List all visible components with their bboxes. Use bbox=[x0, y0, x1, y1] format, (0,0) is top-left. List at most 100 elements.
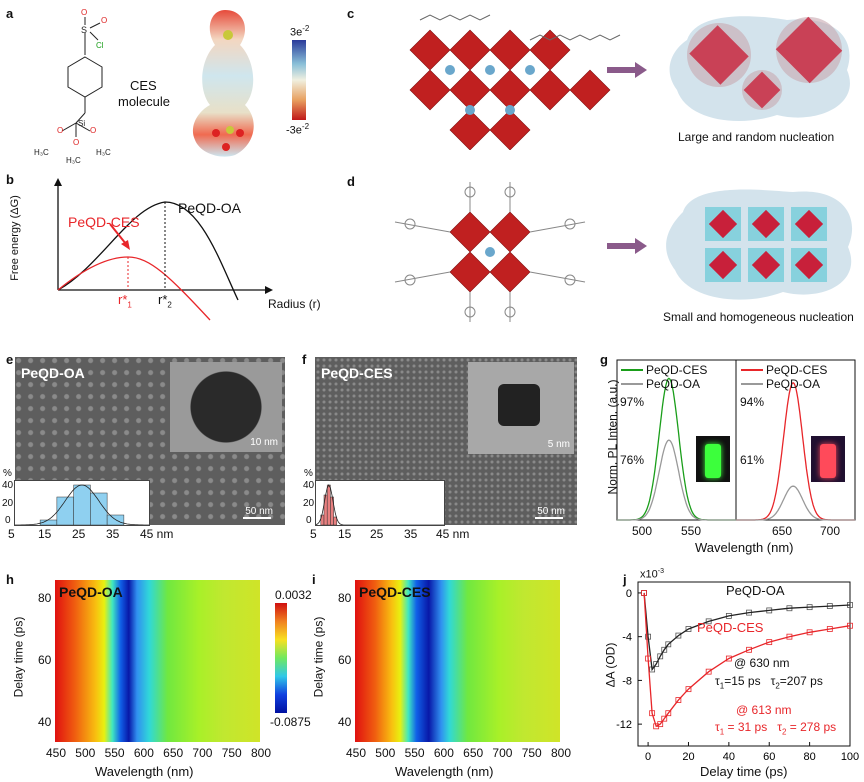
atom-o3: O bbox=[57, 126, 63, 135]
panel-label: e bbox=[6, 352, 14, 367]
atom-o4: O bbox=[73, 138, 79, 147]
group-ch3-2: H₃C bbox=[66, 156, 81, 165]
hist-ytick: 40 bbox=[2, 480, 14, 491]
xtick-label: 20 bbox=[682, 751, 694, 763]
exp-label: x10-3 bbox=[640, 568, 664, 581]
homogeneous-nucleation-cloud bbox=[666, 189, 853, 300]
scale-label: 50 nm bbox=[245, 506, 273, 517]
hist-xtick: 45 nm bbox=[140, 527, 174, 541]
data-point bbox=[653, 661, 660, 667]
atom-o1: O bbox=[81, 8, 87, 17]
fit-line bbox=[643, 592, 851, 672]
series-oa-label: PeQD-OA bbox=[178, 200, 242, 216]
hist-ytick: 20 bbox=[2, 498, 14, 509]
inset-scale-label: 5 nm bbox=[547, 439, 570, 450]
ces-tau: τ1 = 31 ps τ2 = 278 ps bbox=[715, 720, 837, 737]
image-title: PeQD-OA bbox=[21, 365, 85, 381]
pl-chart bbox=[616, 359, 856, 521]
xtick-label: 80 bbox=[803, 751, 815, 763]
hist-xtick: 5 bbox=[310, 527, 317, 541]
hist-ytick: 40 bbox=[303, 480, 315, 491]
data-point bbox=[685, 686, 692, 693]
xlabel: Delay time (ps) bbox=[700, 764, 788, 779]
xtick: 650 bbox=[463, 746, 484, 760]
data-point bbox=[705, 668, 712, 675]
panel-d: d Small and homogeneous nucleation bbox=[345, 172, 864, 332]
panel-label: j bbox=[623, 572, 627, 587]
scale-label: 50 nm bbox=[537, 506, 565, 517]
pct-oa-right: 61% bbox=[740, 453, 765, 467]
xtick: 650 bbox=[163, 746, 184, 760]
panel-label: d bbox=[347, 174, 355, 189]
xtick: 700 bbox=[192, 746, 213, 760]
panel-label: f bbox=[302, 352, 307, 367]
xtick-label: 100 bbox=[841, 751, 859, 763]
ytick-label: -4 bbox=[622, 632, 632, 644]
ytick: 60 bbox=[338, 653, 352, 667]
cbar-max: 0.0032 bbox=[275, 588, 312, 602]
ylabel: Delay time (ps) bbox=[311, 616, 326, 698]
heatmap: PeQD-OA bbox=[55, 580, 260, 742]
molecule-label-2: molecule bbox=[118, 94, 171, 109]
atom-si: Si bbox=[78, 119, 85, 128]
hist-ytick: 0 bbox=[5, 515, 11, 526]
hist-ytick: 20 bbox=[303, 498, 315, 509]
esp-max: 3e-2 bbox=[290, 24, 310, 39]
kinetics-chart: 0 -4 -8 -12 0 20 40 60 80 100 bbox=[616, 581, 859, 763]
data-point bbox=[657, 653, 664, 660]
ylabel: Norm. PL Inten. (a.u.) bbox=[605, 379, 620, 495]
ytick: 40 bbox=[338, 715, 352, 729]
r2-label: r*2 bbox=[158, 292, 172, 310]
legend-ces-right: PeQD-CES bbox=[766, 363, 828, 377]
panel-h: h PeQD-OA 0.0032 -0.0875 Delay time (ps)… bbox=[0, 568, 315, 782]
histogram-bar bbox=[326, 484, 331, 526]
xtick: 450 bbox=[346, 746, 367, 760]
hist-ytick: 0 bbox=[306, 515, 312, 526]
tem-inset: 10 nm bbox=[170, 362, 282, 452]
gaussian-fit bbox=[15, 484, 149, 526]
xtick: 550 bbox=[104, 746, 125, 760]
xtick-label: 40 bbox=[723, 751, 735, 763]
series-ces-label: PeQD-CES bbox=[697, 620, 764, 635]
atom-o5: O bbox=[90, 126, 96, 135]
cbar-min: -0.0875 bbox=[270, 715, 311, 729]
hist-unit: % bbox=[304, 468, 313, 479]
data-point bbox=[657, 721, 664, 728]
xlabel: Wavelength (nm) bbox=[95, 764, 194, 779]
ytick: 80 bbox=[338, 591, 352, 605]
heatmap-title: PeQD-CES bbox=[359, 584, 431, 600]
esp-colorbar bbox=[292, 40, 306, 120]
xtick: 700 bbox=[820, 524, 841, 538]
green-vial-photo bbox=[696, 436, 730, 482]
legend-oa: PeQD-OA bbox=[646, 377, 701, 391]
legend-ces: PeQD-CES bbox=[646, 363, 708, 377]
xtick: 500 bbox=[375, 746, 396, 760]
hist-xtick: 35 bbox=[106, 527, 120, 541]
panel-label: c bbox=[347, 6, 355, 21]
electrostatic-potential-map bbox=[192, 10, 254, 157]
hist-xtick: 45 nm bbox=[436, 527, 470, 541]
pct-ces-right: 94% bbox=[740, 395, 765, 409]
ytick-label: -8 bbox=[622, 675, 632, 687]
image-title: PeQD-CES bbox=[321, 365, 393, 381]
hist-xtick: 35 bbox=[404, 527, 418, 541]
size-histogram bbox=[14, 480, 150, 526]
group-ch3-1: H₃C bbox=[34, 148, 49, 157]
inset-scale-label: 10 nm bbox=[250, 437, 278, 448]
ylabel: ΔA (OD) bbox=[603, 642, 618, 688]
caption: Small and homogeneous nucleation bbox=[663, 310, 854, 324]
size-histogram bbox=[315, 480, 445, 526]
panel-label: b bbox=[6, 172, 14, 187]
ces-ligand-crystal-illustration bbox=[394, 182, 586, 322]
pct-oa: 76% bbox=[620, 453, 645, 467]
heatmap: PeQD-CES bbox=[355, 580, 560, 742]
xtick: 750 bbox=[521, 746, 542, 760]
panel-b: b Free energy (ΔG) Radius (r) PeQD-CES P… bbox=[0, 172, 340, 332]
data-point bbox=[665, 710, 672, 717]
panel-c: c Large and random nucleation bbox=[345, 0, 864, 165]
xtick: 600 bbox=[133, 746, 154, 760]
data-point bbox=[661, 646, 668, 653]
data-point bbox=[675, 697, 682, 703]
panel-g: g Norm. PL Inten. (a.u.) Wavelength (nm)… bbox=[595, 352, 864, 567]
data-point bbox=[725, 655, 732, 662]
